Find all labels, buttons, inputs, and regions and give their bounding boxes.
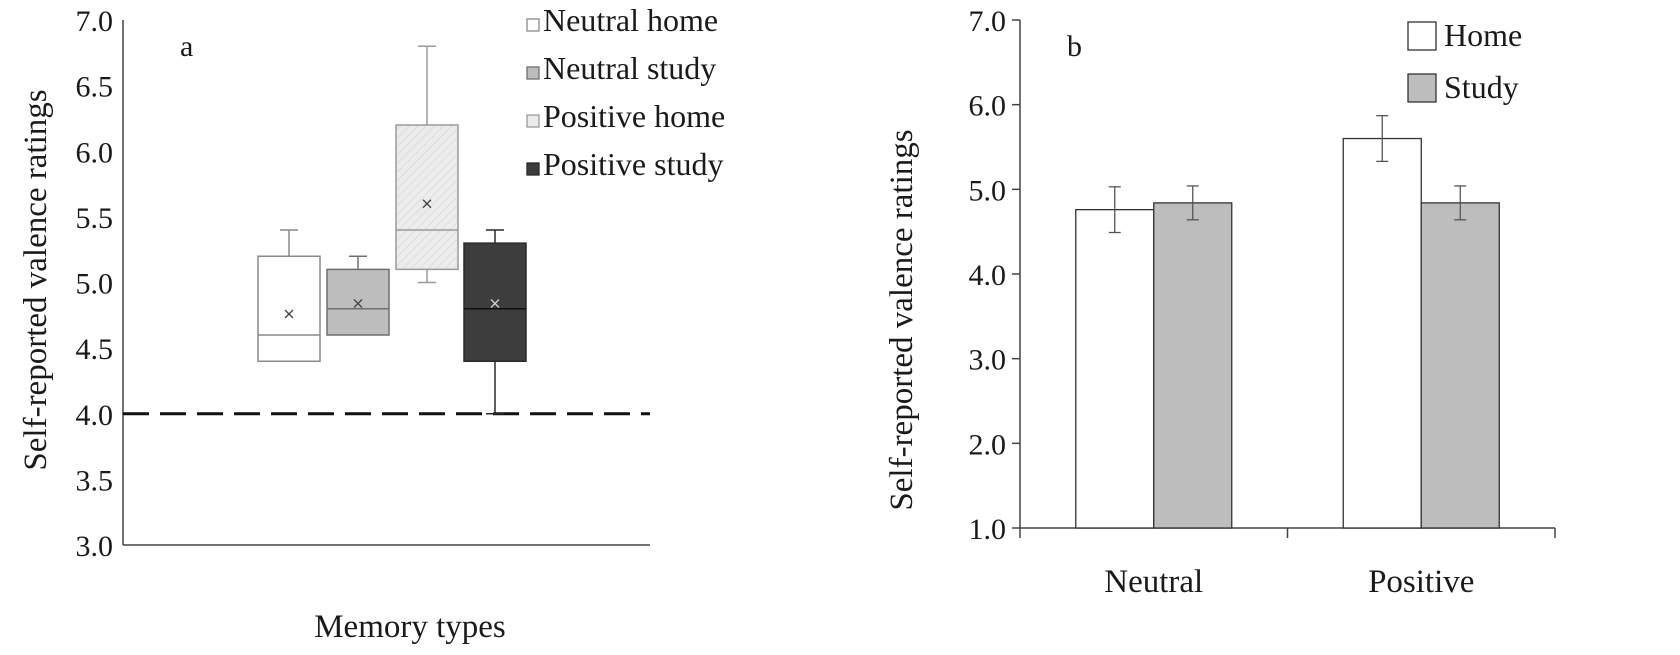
- panel-a-y-tick-label: 5.0: [76, 268, 114, 301]
- panel-b-bar: [1153, 202, 1233, 529]
- panel-a-box-body: [463, 242, 527, 362]
- panel-a-legend-label: Neutral study: [543, 50, 716, 86]
- panel-b-y-axis-label: Self-reported valence ratings: [884, 129, 920, 510]
- panel-a-box-neutral-home: [257, 229, 321, 362]
- panel-a-y-tick-label: 4.5: [76, 333, 114, 366]
- panel-a-legend-label: Positive study: [543, 146, 723, 182]
- panel-b-bar-positive-study: [1420, 185, 1500, 529]
- panel-a-y-tick-label: 5.5: [76, 202, 114, 235]
- panel-a-mean-marker: [490, 299, 500, 308]
- panel-a-y-tick-label: 6.0: [76, 136, 114, 169]
- panel-a-legend-label: Neutral home: [543, 2, 718, 38]
- panel-b-y-tick-label: 1.0: [969, 513, 1007, 546]
- panel-a-y-tick-label: 7.0: [76, 5, 114, 38]
- panel-b-bar-neutral-home: [1075, 186, 1155, 529]
- panel-b-bar: [1075, 209, 1155, 529]
- panel-a-mean-marker: [422, 199, 432, 209]
- panel-b-bar-chart: b Self-reported valence ratings 1.0 2.0 3.…: [884, 5, 1556, 600]
- panel-a-box-body: [326, 268, 390, 336]
- panel-b-bar-neutral-study: [1153, 185, 1233, 529]
- panel-a-y-tick-label: 6.5: [76, 71, 114, 104]
- panel-a-box-positive-home: [395, 45, 459, 284]
- panel-b-y-tick-label: 7.0: [969, 5, 1007, 38]
- panel-a-mean-stroke: [422, 199, 432, 209]
- panel-a-box-positive-study: [463, 229, 527, 415]
- panel-b-legend-label: Study: [1444, 69, 1519, 105]
- panel-a-box-body: [395, 124, 459, 271]
- panel-b-y-tick-label: 6.0: [969, 90, 1007, 123]
- panel-b-y-tick-label: 5.0: [969, 174, 1007, 207]
- panel-a-legend-swatch: [526, 66, 540, 80]
- panel-a-mean-stroke: [353, 299, 363, 308]
- panel-a-x-axis-label: Memory types: [314, 609, 506, 645]
- panel-a-label: a: [180, 30, 193, 63]
- panel-b-bar: [1420, 202, 1500, 529]
- panel-a-mean-marker: [284, 309, 294, 319]
- panel-b-bar: [1342, 137, 1422, 529]
- panel-a-legend-swatch: [526, 162, 540, 176]
- panel-b-legend-label: Home: [1444, 17, 1522, 53]
- panel-b-y-tick-label: 3.0: [969, 344, 1007, 377]
- panel-a-y-tick-label: 3.5: [76, 464, 114, 497]
- panel-a-legend-label: Positive home: [543, 98, 725, 134]
- panel-a-mean-stroke: [284, 309, 294, 319]
- panel-b-label: b: [1067, 30, 1082, 63]
- panel-b-y-tick-label: 2.0: [969, 428, 1007, 461]
- panel-a-box-neutral-study: [326, 255, 390, 336]
- panel-a-mean-marker: [353, 299, 363, 308]
- panel-a-box-chart: a Self-reported valence ratings Memory t…: [18, 2, 725, 645]
- panel-a-legend-swatch: [526, 114, 540, 128]
- panel-b-category-label: Positive: [1368, 564, 1474, 600]
- panel-b-category-label: Neutral: [1104, 564, 1203, 600]
- panel-b-bar-positive-home: [1342, 115, 1422, 529]
- panel-a-box-body: [257, 255, 321, 362]
- panel-a-y-tick-label: 4.0: [76, 399, 114, 432]
- panel-a-y-tick-label: 3.0: [76, 530, 114, 563]
- panel-b-y-tick-label: 4.0: [969, 259, 1007, 292]
- panel-b-legend-swatch: [1407, 21, 1437, 51]
- panel-a-y-axis-label: Self-reported valence ratings: [18, 89, 54, 470]
- panel-a-legend-swatch: [526, 18, 540, 32]
- panel-a-mean-stroke: [490, 299, 500, 308]
- panel-b-legend-swatch: [1407, 73, 1437, 103]
